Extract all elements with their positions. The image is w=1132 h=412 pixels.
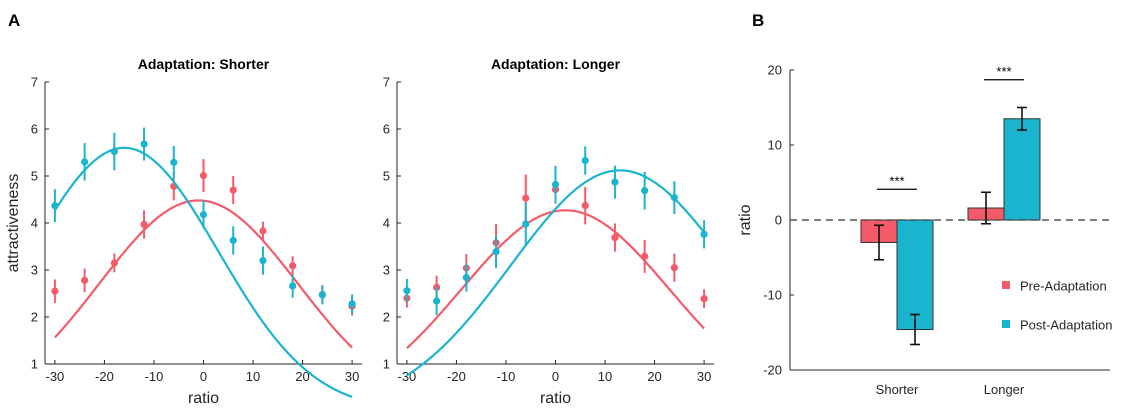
panel-title: Adaptation: Shorter bbox=[138, 56, 270, 72]
legend-label-post: Post-Adaptation bbox=[1020, 318, 1113, 333]
x-tick-label: -10 bbox=[497, 369, 516, 384]
y-tick-label: -10 bbox=[763, 288, 782, 303]
data-point-post bbox=[462, 273, 470, 282]
data-point-post bbox=[289, 282, 297, 290]
y-tick-label: 2 bbox=[383, 310, 390, 325]
x-tick-label: 10 bbox=[598, 369, 612, 384]
data-point-post bbox=[51, 202, 59, 210]
x-tick-label: -20 bbox=[447, 369, 466, 384]
data-point-post bbox=[522, 220, 530, 228]
data-point-pre bbox=[259, 227, 267, 235]
data-point-post bbox=[259, 257, 267, 265]
panel-adaptation-shorter: 1 2 3 4 5 6 7 -30 -20 -10 0 10 20 30 Adaptation: Short… bbox=[5, 56, 362, 407]
data-point-pre bbox=[199, 171, 208, 180]
bar-post bbox=[896, 219, 934, 330]
data-point-pre bbox=[522, 194, 530, 202]
data-point-post bbox=[229, 236, 237, 244]
data-point-pre bbox=[641, 252, 649, 260]
data-point-post bbox=[318, 291, 326, 299]
y-tick-label: 5 bbox=[31, 169, 38, 184]
data-point-post bbox=[700, 230, 708, 238]
legend-swatch-pre bbox=[1002, 281, 1010, 289]
y-tick-label: 2 bbox=[31, 310, 38, 325]
x-category-label: Longer bbox=[984, 382, 1025, 397]
panel-letter-b: B bbox=[752, 11, 764, 30]
panel-ratio-bars: 20 10 0 -10 -20 ratio Shorter *** Longer *** Pre-A… bbox=[737, 63, 1113, 398]
y-axis-label: attractiveness bbox=[5, 174, 22, 273]
x-category-label: Shorter bbox=[876, 382, 919, 397]
y-tick-label: 0 bbox=[775, 213, 782, 228]
y-tick-label: 6 bbox=[383, 122, 390, 137]
y-tick-label: 3 bbox=[383, 263, 390, 278]
x-tick-label: 20 bbox=[647, 369, 661, 384]
y-axis-label: ratio bbox=[737, 204, 754, 235]
data-point-post bbox=[348, 300, 356, 308]
data-point-post bbox=[581, 156, 589, 165]
x-tick-label: 10 bbox=[246, 369, 260, 384]
x-tick-label: 20 bbox=[295, 369, 309, 384]
data-point-pre bbox=[700, 295, 708, 303]
data-point-post bbox=[670, 194, 678, 202]
significance-label: *** bbox=[889, 173, 904, 188]
data-point-post bbox=[492, 248, 500, 256]
data-point-post bbox=[433, 297, 441, 305]
data-point-post bbox=[641, 186, 649, 195]
data-point-pre bbox=[611, 233, 619, 242]
data-point-pre bbox=[289, 262, 297, 270]
y-tick-label: 7 bbox=[31, 75, 38, 90]
data-point-pre bbox=[51, 287, 59, 295]
x-tick-label: 30 bbox=[345, 369, 359, 384]
x-tick-label: 30 bbox=[697, 369, 711, 384]
data-point-pre bbox=[229, 186, 237, 194]
y-tick-label: 4 bbox=[31, 216, 38, 231]
y-tick-label: 5 bbox=[383, 169, 390, 184]
data-point-pre bbox=[670, 264, 678, 272]
data-point-post bbox=[81, 158, 89, 166]
y-tick-label: 20 bbox=[768, 63, 782, 78]
fit-curve-post bbox=[406, 169, 705, 377]
x-tick-label: -20 bbox=[95, 369, 114, 384]
x-tick-label: -30 bbox=[46, 369, 65, 384]
x-axis-label: ratio bbox=[188, 390, 219, 407]
data-point-pre bbox=[581, 202, 589, 210]
x-tick-label: -10 bbox=[145, 369, 164, 384]
panel-title: Adaptation: Longer bbox=[491, 56, 621, 72]
y-tick-label: 7 bbox=[383, 75, 390, 90]
legend-swatch-post bbox=[1002, 320, 1010, 328]
y-tick-label: 4 bbox=[383, 216, 390, 231]
significance-label: *** bbox=[996, 64, 1011, 79]
data-point-post bbox=[199, 210, 208, 219]
data-point-post bbox=[110, 147, 118, 156]
y-tick-label: 6 bbox=[31, 122, 38, 137]
y-tick-label: 3 bbox=[31, 263, 38, 278]
y-tick-label: 10 bbox=[768, 138, 782, 153]
data-point-pre bbox=[110, 259, 118, 267]
data-point-post bbox=[140, 140, 148, 148]
data-point-post bbox=[170, 158, 178, 166]
x-axis-label: ratio bbox=[540, 390, 571, 407]
panel-letter-a: A bbox=[8, 11, 20, 30]
x-tick-label: 0 bbox=[200, 369, 207, 384]
bar-post bbox=[1003, 118, 1041, 221]
fit-curve-pre bbox=[406, 209, 705, 349]
data-point-post bbox=[403, 287, 411, 295]
data-point-post bbox=[551, 180, 560, 189]
data-point-pre bbox=[81, 276, 89, 284]
x-tick-label: 0 bbox=[552, 369, 559, 384]
y-tick-label: -20 bbox=[763, 363, 782, 378]
y-tick-label: 1 bbox=[383, 357, 390, 372]
data-point-post bbox=[611, 178, 619, 186]
legend-label-pre: Pre-Adaptation bbox=[1020, 279, 1107, 294]
y-tick-label: 1 bbox=[31, 357, 38, 372]
data-point-pre bbox=[140, 220, 148, 229]
